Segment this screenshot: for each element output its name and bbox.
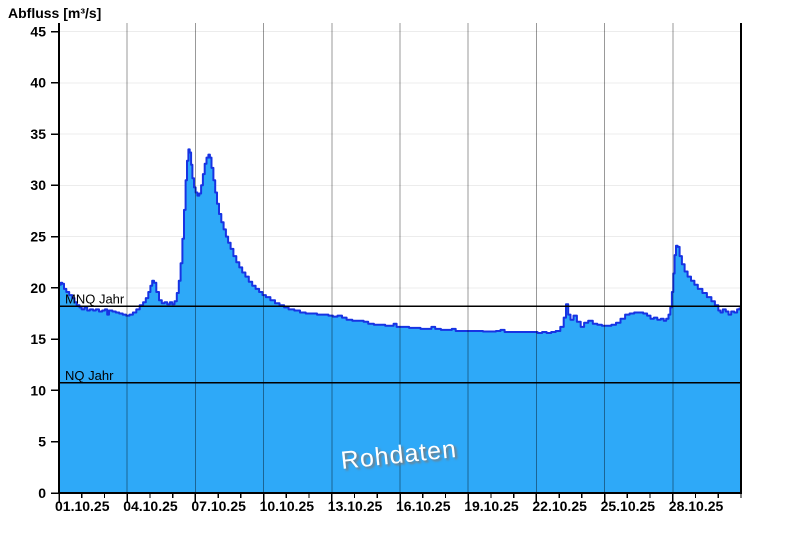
y-tick-label: 35 <box>30 126 46 142</box>
reference-lines: MNQ Jahr NQ Jahr <box>59 291 741 384</box>
x-tick-label: 13.10.25 <box>328 498 383 514</box>
reference-line-label: MNQ Jahr <box>65 291 125 306</box>
x-gridlines <box>126 23 674 493</box>
y-tick-label: 15 <box>30 331 46 347</box>
reference-line-label: NQ Jahr <box>65 368 114 383</box>
x-tick-label: 10.10.25 <box>260 498 315 514</box>
x-tick-label: 22.10.25 <box>532 498 587 514</box>
x-tick-label: 28.10.25 <box>669 498 724 514</box>
x-tick-label: 19.10.25 <box>464 498 519 514</box>
y-tick-label: 10 <box>30 382 46 398</box>
x-tick-label: 16.10.25 <box>396 498 451 514</box>
y-tick-label: 30 <box>30 177 46 193</box>
axes <box>58 23 742 494</box>
y-tick-group: 0 5 10 15 20 25 30 35 40 45 <box>30 23 59 501</box>
x-tick-label: 01.10.25 <box>55 498 110 514</box>
y-tick-label: 20 <box>30 280 46 296</box>
y-tick-label: 45 <box>30 23 46 39</box>
discharge-area <box>58 148 742 494</box>
x-tick-label: 04.10.25 <box>123 498 178 514</box>
y-tick-label: 0 <box>38 485 46 501</box>
x-tick-group: 01.10.25 04.10.25 07.10.25 10.10.25 13.10.25… <box>55 494 742 514</box>
x-tick-label: 25.10.25 <box>601 498 656 514</box>
chart-title: Abfluss [m³/s] <box>8 5 102 21</box>
x-tick-label: 07.10.25 <box>191 498 246 514</box>
y-tick-label: 25 <box>30 229 46 245</box>
y-tick-label: 40 <box>30 75 46 91</box>
y-tick-label: 5 <box>38 434 46 450</box>
